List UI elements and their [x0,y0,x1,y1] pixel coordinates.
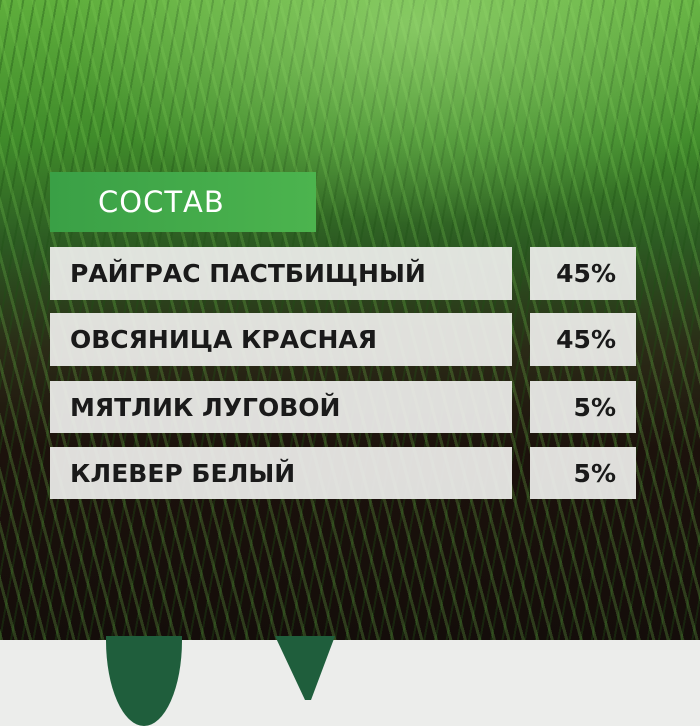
ingredient-name-cell: КЛЕВЕР БЕЛЫЙ [50,447,512,499]
ingredient-name-cell: ОВСЯНИЦА КРАСНАЯ [50,313,512,366]
leaf-graphic [106,636,182,726]
ingredient-percent: 45% [556,325,616,354]
ingredient-name: РАЙГРАС ПАСТБИЩНЫЙ [70,259,426,288]
ingredient-name: МЯТЛИК ЛУГОВОЙ [70,392,341,422]
ingredient-name: ОВСЯНИЦА КРАСНАЯ [70,325,377,354]
ingredient-percent-cell: 5% [530,447,636,499]
ingredient-percent: 5% [573,458,616,488]
ingredient-percent-cell: 45% [530,313,636,366]
composition-heading: СОСТАВ [50,172,316,232]
ingredient-percent: 5% [573,392,616,422]
ingredient-name: КЛЕВЕР БЕЛЫЙ [70,458,296,488]
ingredient-name-cell: РАЙГРАС ПАСТБИЩНЫЙ [50,247,512,300]
ingredient-percent: 45% [556,259,616,288]
ingredient-name-cell: МЯТЛИК ЛУГОВОЙ [50,381,512,433]
heading-text: СОСТАВ [98,185,225,219]
package-white-area [0,640,700,700]
ingredient-percent-cell: 45% [530,247,636,300]
ingredient-percent-cell: 5% [530,381,636,433]
